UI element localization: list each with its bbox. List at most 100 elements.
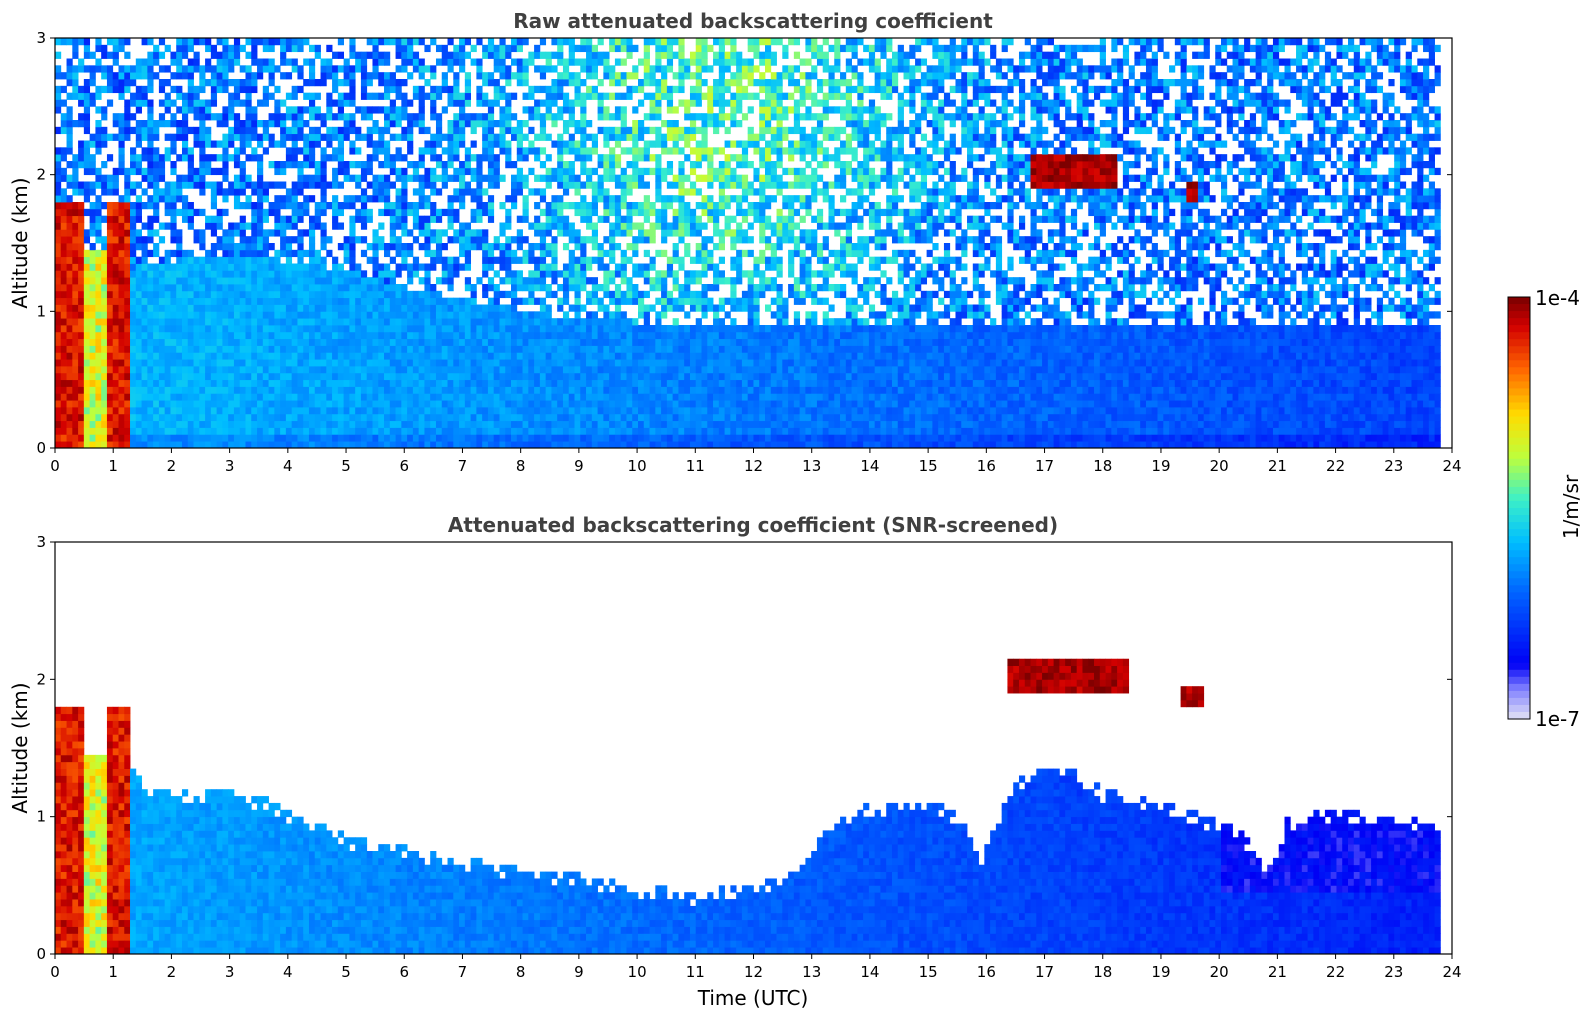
heatmap-cell	[205, 379, 212, 387]
heatmap-cell	[407, 393, 414, 401]
heatmap-cell	[626, 366, 633, 374]
heatmap-cell	[568, 331, 575, 340]
heatmap-cell	[511, 325, 518, 333]
heatmap-cell	[597, 161, 604, 169]
heatmap-cell	[205, 256, 212, 264]
heatmap-cell	[181, 113, 189, 121]
heatmap-cell	[591, 202, 598, 210]
heatmap-cell	[199, 99, 206, 107]
heatmap-cell	[233, 263, 241, 271]
heatmap-cell	[216, 297, 223, 305]
heatmap-cell	[291, 297, 298, 305]
heatmap-cell	[447, 65, 454, 73]
heatmap-cell	[626, 318, 633, 326]
heatmap-cell	[285, 366, 293, 374]
heatmap-cell	[586, 352, 593, 360]
heatmap-cell	[447, 154, 454, 162]
heatmap-cell	[280, 393, 287, 401]
heatmap-cell	[551, 222, 558, 230]
heatmap-cell	[55, 154, 62, 162]
heatmap-cell	[459, 195, 466, 203]
heatmap-cell	[516, 167, 523, 176]
heatmap-cell	[643, 277, 650, 285]
heatmap-cell	[551, 38, 558, 46]
heatmap-cell	[245, 290, 252, 299]
heatmap-cell	[268, 407, 275, 415]
heatmap-cell	[418, 372, 425, 381]
heatmap-cell	[89, 202, 96, 210]
heatmap-cell	[534, 318, 541, 326]
heatmap-cell	[597, 243, 604, 251]
heatmap-cell	[407, 120, 414, 128]
heatmap-cell	[435, 229, 443, 237]
heatmap-cell	[239, 181, 246, 189]
heatmap-cell	[285, 263, 293, 271]
heatmap-cell	[95, 126, 102, 135]
heatmap-cell	[407, 243, 414, 251]
heatmap-cell	[216, 434, 223, 442]
heatmap-cell	[430, 345, 437, 353]
heatmap-cell	[557, 51, 564, 59]
heatmap-cell	[101, 85, 108, 94]
heatmap-cell	[164, 195, 171, 203]
heatmap-cell	[620, 263, 627, 271]
heatmap-cell	[274, 38, 281, 46]
heatmap-cell	[511, 236, 518, 244]
heatmap-cell	[366, 290, 373, 299]
heatmap-cell	[153, 229, 160, 237]
heatmap-cell	[66, 393, 73, 401]
heatmap-cell	[210, 290, 218, 299]
heatmap-cell	[320, 174, 327, 182]
heatmap-cell	[505, 352, 512, 360]
heatmap-cell	[124, 249, 131, 258]
heatmap-cell	[72, 38, 79, 46]
heatmap-cell	[170, 215, 177, 223]
heatmap-cell	[245, 99, 252, 107]
heatmap-cell	[176, 188, 183, 196]
heatmap-cell	[216, 215, 223, 223]
heatmap-cell	[482, 372, 489, 381]
heatmap-cell	[493, 393, 500, 401]
heatmap-cell	[228, 372, 235, 381]
heatmap-cell	[314, 379, 321, 387]
heatmap-cell	[199, 126, 206, 135]
heatmap-cell	[228, 352, 235, 360]
heatmap-cell	[303, 427, 310, 435]
heatmap-cell	[153, 263, 160, 271]
heatmap-cell	[482, 113, 489, 121]
heatmap-cell	[199, 167, 206, 176]
heatmap-cell	[580, 161, 587, 169]
heatmap-cell	[539, 222, 547, 230]
heatmap-cell	[430, 325, 437, 333]
heatmap-cell	[291, 427, 298, 435]
heatmap-cell	[141, 92, 148, 100]
heatmap-cell	[384, 85, 391, 94]
heatmap-cell	[66, 379, 73, 387]
heatmap-cell	[384, 434, 391, 442]
heatmap-cell	[591, 72, 598, 80]
heatmap-cell	[614, 407, 622, 415]
heatmap-cell	[181, 331, 189, 340]
heatmap-cell	[251, 229, 258, 237]
heatmap-cell	[257, 427, 264, 435]
heatmap-cell	[482, 188, 489, 196]
heatmap-cell	[511, 427, 518, 435]
heatmap-cell	[245, 79, 252, 87]
heatmap-cell	[418, 379, 425, 387]
heatmap-cell	[545, 167, 552, 176]
heatmap-cell	[60, 393, 67, 401]
heatmap-cell	[574, 441, 581, 448]
heatmap-cell	[332, 72, 339, 80]
heatmap-cell	[643, 113, 650, 121]
heatmap-cell	[447, 393, 454, 401]
heatmap-cell	[135, 420, 142, 428]
heatmap-cell	[181, 270, 189, 278]
heatmap-cell	[83, 372, 91, 381]
heatmap-cell	[251, 284, 258, 292]
heatmap-cell	[199, 318, 206, 326]
heatmap-cell	[55, 263, 62, 271]
heatmap-cell	[262, 92, 269, 100]
heatmap-cell	[89, 427, 96, 435]
heatmap-cell	[251, 202, 258, 210]
heatmap-cell	[366, 407, 373, 415]
